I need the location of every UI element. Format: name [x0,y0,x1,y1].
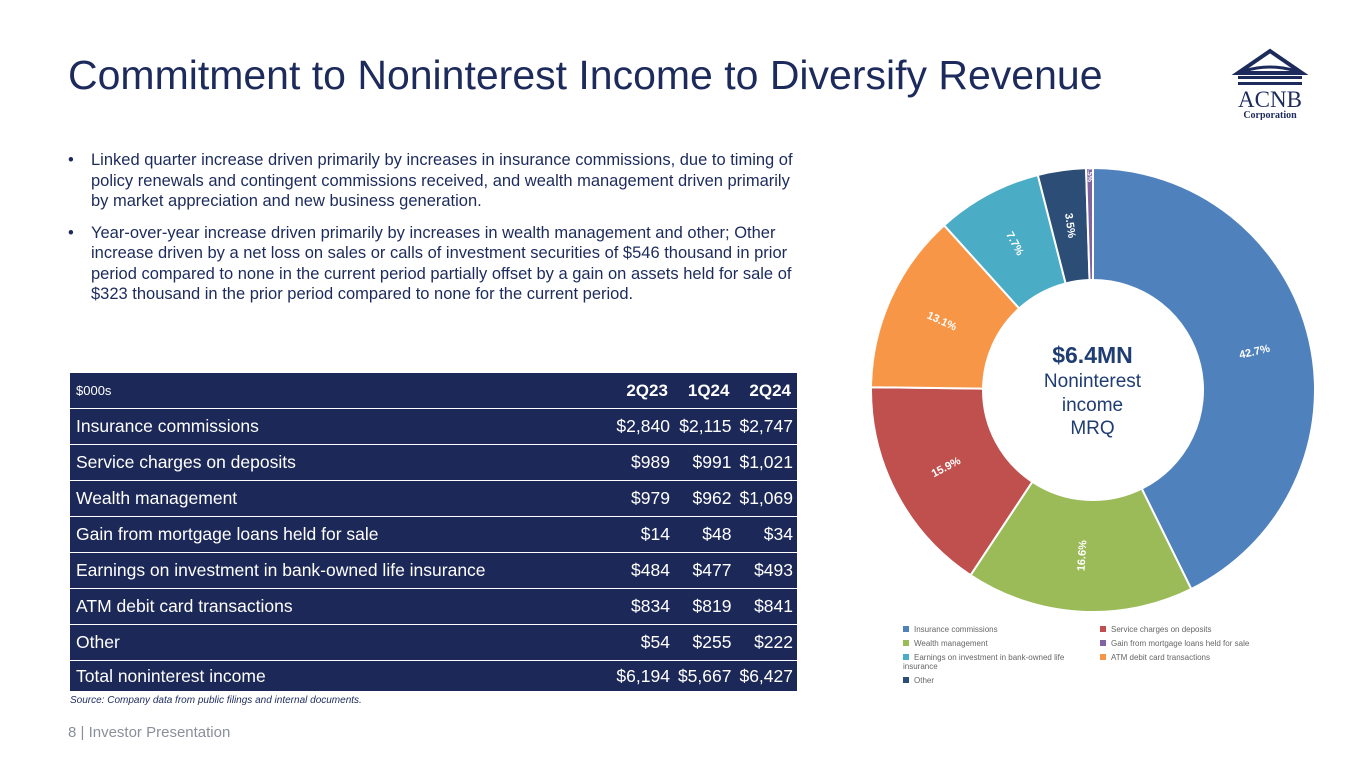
legend-item: Gain from mortgage loans held for sale [1100,639,1263,648]
legend-swatch [903,654,909,660]
row-label: Other [70,624,613,661]
row-value: $991 [673,444,736,481]
legend-swatch [1100,654,1106,660]
page-title: Commitment to Noninterest Income to Dive… [68,52,1103,98]
row-value: $34 [735,516,797,553]
row-value: $1,069 [735,480,797,517]
legend-swatch [903,626,909,632]
legend-swatch [903,677,909,683]
row-value: $2,747 [735,408,797,445]
legend-swatch [1100,626,1106,632]
table-row: Total noninterest income $6,194 $5,667 $6,4… [70,661,797,692]
legend-item: Other [903,676,1100,685]
chart-legend: Insurance commissions Service charges on … [903,625,1263,685]
footer: 8 | Investor Presentation [68,724,231,741]
table-row: Service charges on deposits $989 $991 $1,02… [70,444,797,481]
row-value: $14 [612,516,674,553]
row-label: Total noninterest income [76,665,266,686]
row-value: $6,194 [616,665,670,686]
row-value: $48 [673,516,736,553]
legend-swatch [903,640,909,646]
row-value: $255 [673,624,736,661]
table-row: Gain from mortgage loans held for sale $1… [70,516,797,553]
row-value: $6,427 [739,665,793,686]
row-label: ATM debit card transactions [70,588,613,625]
slice-service-charges-on-deposits [870,386,1034,577]
slice-wealth-management [969,480,1193,613]
row-label: Wealth management [70,480,613,517]
slice-gain-from-mortgage-loans-held-for-sale [1084,166,1094,282]
row-value: $484 [612,552,674,589]
svg-text:Corporation: Corporation [1243,110,1297,120]
legend-item: Wealth management [903,639,1100,648]
row-value: $979 [612,480,674,517]
donut-center-label: $6.4MN Noninterest income MRQ [1043,342,1142,439]
table-row: Insurance commissions $2,840 $2,115 $2,747 [70,408,797,445]
table-row: Earnings on investment in bank-owned lif… [70,552,797,589]
table-row: ATM debit card transactions $834 $819 $841 [70,588,797,625]
row-value: $841 [735,588,797,625]
table-row: Wealth management $979 $962 $1,069 [70,480,797,517]
legend-item: ATM debit card transactions [1100,653,1263,671]
row-value: $989 [612,444,674,481]
row-value: $477 [673,552,736,589]
legend-item: Insurance commissions [903,625,1100,634]
row-value: $2,840 [612,408,674,445]
slice-data-label: 16.6% [1076,540,1090,572]
row-value: $493 [735,552,797,589]
bullet-item: • Linked quarter increase driven primaril… [68,151,793,210]
row-value: $54 [612,624,674,661]
row-value: $222 [735,624,797,661]
row-label: Service charges on deposits [70,444,613,481]
legend-swatch [1100,640,1106,646]
legend-item: Earnings on investment in bank-owned lif… [903,653,1065,671]
row-value: $1,021 [735,444,797,481]
bullet-item: • Year-over-year increase driven primaril… [68,223,792,304]
row-value: $962 [673,480,736,517]
donut-chart: 42.7%16.6%15.9%13.1%7.7%3.5%0.5% [870,166,1316,613]
row-label: Insurance commissions [70,408,613,445]
noninterest-income-table: $000s 2Q23 1Q24 2Q24 Insurance commissio… [70,373,797,691]
svg-text:ACNB: ACNB [1238,87,1302,112]
slice-data-label: 3.5% [1062,212,1077,239]
row-value: $819 [673,588,736,625]
row-value: $834 [612,588,674,625]
row-label: Earnings on investment in bank-owned lif… [70,552,613,589]
row-label: Gain from mortgage loans held for sale [70,516,613,553]
row-value: $2,115 [673,408,736,445]
acnb-logo: ACNB Corporation [1231,48,1309,120]
source-note: Source: Company data from public filings… [70,695,362,706]
legend-item: Service charges on deposits [1100,625,1263,634]
table-header: $000s 2Q23 1Q24 2Q24 [70,373,797,409]
row-value: $5,667 [677,665,732,686]
slice-data-label: 0.5% [1086,166,1093,183]
slice-insurance-commissions [1092,166,1316,591]
bullet-list: • Linked quarter increase driven primaril… [68,150,808,316]
table-row: Other $54 $255 $222 [70,624,797,661]
